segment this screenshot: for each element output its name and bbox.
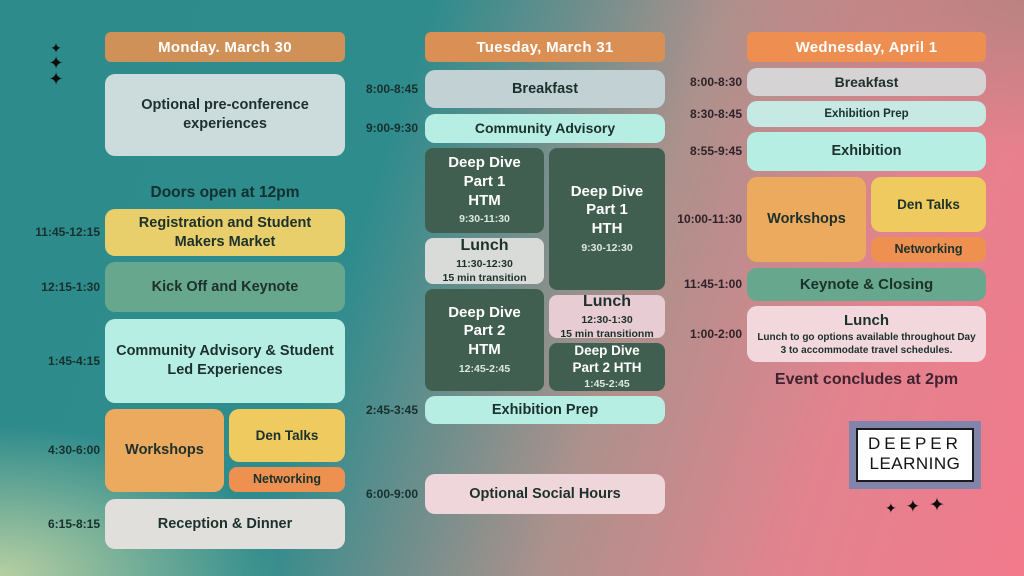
event-networking-wed: Networking — [871, 237, 986, 262]
event-lunch-htm: Lunch 11:30-12:30 15 min transition — [425, 237, 544, 285]
event-optional-social-hours: Optional Social Hours — [425, 474, 665, 514]
logo-text-deeper: DEEPER — [868, 434, 962, 453]
time-label-exhibition-prep-wed: 8:30-8:45 — [689, 107, 742, 121]
time-label-social: 6:00-9:00 — [365, 487, 418, 501]
logo-text-learning: LEARNING — [869, 453, 961, 473]
event-workshops-wed: Workshops — [747, 177, 866, 262]
event-deep-dive-2-hth: Deep Dive Part 2 HTH 1:45-2:45 — [549, 343, 665, 391]
event-concludes-note: Event concludes at 2pm — [774, 371, 959, 388]
day-header-tuesday: Tuesday, March 31 — [425, 32, 665, 62]
deep-dive-time: 9:30-11:30 — [459, 213, 510, 226]
event-preconference: Optional pre-conference experiences — [105, 74, 345, 156]
sparkle-star-icon: ✦ — [48, 52, 64, 73]
sparkle-star-icon: ✦ — [905, 497, 921, 516]
sparkle-star-icon: ✦ — [48, 69, 64, 90]
time-label-exhibition-prep-tue: 2:45-3:45 — [365, 403, 418, 417]
deep-dive-title: Deep Dive Part 2 HTM — [448, 303, 521, 359]
event-breakfast-tue: Breakfast — [425, 70, 665, 108]
deeper-learning-logo: DEEPER LEARNING — [849, 421, 981, 490]
time-label-breakfast-wed: 8:00-8:30 — [689, 75, 742, 89]
lunch-title: Lunch — [844, 312, 889, 330]
deep-dive-time: 12:45-2:45 — [458, 362, 511, 375]
day-header-wednesday: Wednesday, April 1 — [747, 32, 986, 62]
time-label-reception: 6:15-8:15 — [47, 517, 100, 531]
sparkle-star-icon: ✦ — [885, 500, 897, 516]
day-header-monday: Monday. March 30 — [105, 32, 345, 62]
time-label-exhibition: 8:55-9:45 — [689, 144, 742, 158]
event-keynote-closing: Keynote & Closing — [747, 268, 986, 301]
deep-dive-title: Deep Dive Part 1 HTH — [570, 182, 644, 238]
event-lunch-hth: Lunch 12:30-1:30 15 min transitionm — [549, 292, 665, 340]
time-label-workshops-wed: 10:00-11:30 — [677, 212, 742, 226]
event-lunch-wed: Lunch Lunch to go options available thro… — [747, 306, 986, 362]
deep-dive-title: Deep Dive Part 1 HTM — [448, 154, 521, 209]
event-den-talks: Den Talks — [229, 409, 345, 462]
event-breakfast-wed: Breakfast — [747, 68, 986, 96]
time-label-community: 1:45-4:15 — [47, 354, 100, 368]
lunch-time: 11:30-12:30 — [456, 258, 513, 271]
lunch-note: 15 min transitionm — [560, 327, 654, 340]
deep-dive-time: 1:45-2:45 — [584, 377, 630, 390]
lunch-note: Lunch to go options available throughout… — [757, 331, 976, 356]
event-den-talks-wed: Den Talks — [871, 177, 986, 232]
lunch-title: Lunch — [583, 292, 631, 310]
event-exhibition-prep-tue: Exhibition Prep — [425, 396, 665, 424]
sparkle-star-icon: ✦ — [929, 495, 945, 516]
event-networking: Networking — [229, 467, 345, 492]
event-exhibition: Exhibition — [747, 132, 986, 171]
sparkle-stars-horizontal: ✦ ✦ ✦ — [856, 494, 974, 517]
event-registration: Registration and Student Makers Market — [105, 209, 345, 256]
time-label-breakfast-tue: 8:00-8:45 — [365, 82, 418, 96]
time-label-advisory-tue: 9:00-9:30 — [365, 121, 418, 135]
event-community-advisory-tue: Community Advisory — [425, 114, 665, 143]
sparkle-star-icon: ✦ — [50, 40, 62, 56]
deeper-learning-logo-inner: DEEPER LEARNING — [856, 428, 974, 483]
event-community-advisory: Community Advisory & Student Led Experie… — [105, 319, 345, 403]
event-reception-dinner: Reception & Dinner — [105, 499, 345, 549]
sparkle-stars-vertical: ✦ ✦ ✦ — [42, 40, 70, 90]
lunch-title: Lunch — [460, 237, 509, 255]
lunch-note: 15 min transition — [442, 272, 527, 285]
time-label-keynote-closing: 11:45-1:00 — [683, 277, 742, 291]
doors-open-note: Doors open at 12pm — [150, 184, 300, 201]
deep-dive-time: 9:30-12:30 — [581, 241, 633, 254]
deep-dive-title: Deep Dive Part 2 HTH — [572, 342, 642, 375]
time-label-workshops: 4:30-6:00 — [47, 443, 100, 457]
event-kickoff-keynote: Kick Off and Keynote — [105, 262, 345, 312]
time-label-kickoff: 12:15-1:30 — [41, 280, 100, 294]
event-deep-dive-1-hth: Deep Dive Part 1 HTH 9:30-12:30 — [549, 148, 665, 290]
event-workshops: Workshops — [105, 409, 224, 492]
time-label-registration: 11:45-12:15 — [35, 225, 100, 239]
event-deep-dive-2-htm: Deep Dive Part 2 HTM 12:45-2:45 — [425, 289, 544, 391]
event-exhibition-prep-wed: Exhibition Prep — [747, 101, 986, 127]
time-label-lunch-wed: 1:00-2:00 — [689, 327, 742, 341]
event-deep-dive-1-htm: Deep Dive Part 1 HTM 9:30-11:30 — [425, 148, 544, 233]
lunch-time: 12:30-1:30 — [581, 313, 633, 326]
